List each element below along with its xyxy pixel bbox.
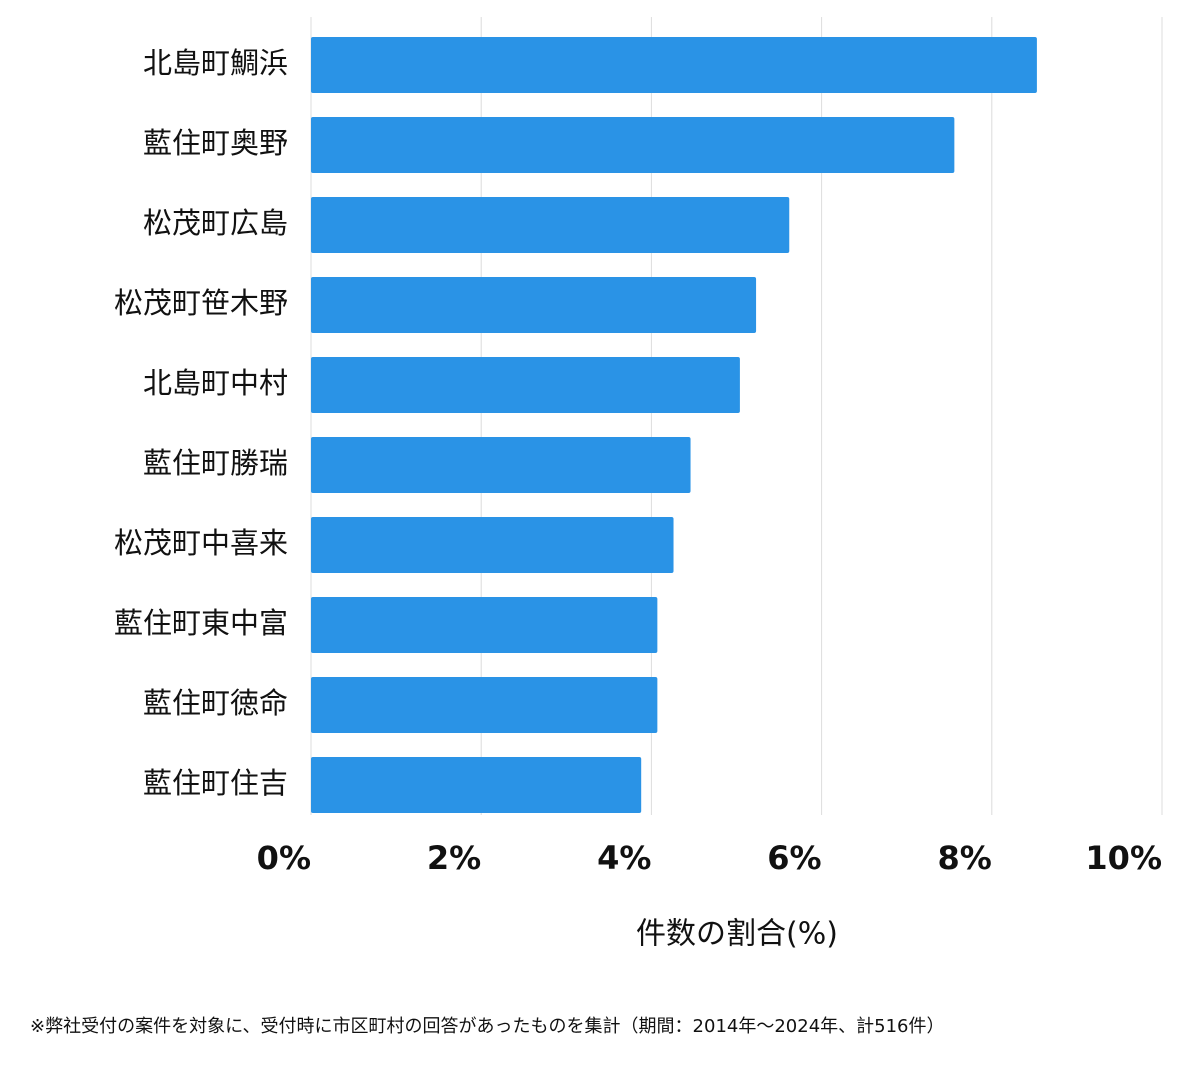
y-tick-label: 北島町中村 [143, 366, 288, 400]
y-tick-label: 藍住町徳命 [143, 686, 288, 720]
x-axis-label: 件数の割合(%) [636, 917, 838, 952]
bar [311, 517, 674, 573]
bar [311, 677, 658, 733]
footnote: ※弊社受付の案件を対象に、受付時に市区町村の回答があったものを集計（期間：201… [30, 1016, 945, 1037]
y-tick-label: 藍住町東中富 [114, 606, 288, 640]
x-tick-label: 4% [597, 839, 651, 877]
bar [311, 277, 757, 333]
y-tick-label: 藍住町勝瑞 [143, 446, 288, 480]
x-tick-label: 8% [937, 839, 991, 877]
bar [311, 37, 1037, 93]
bar [311, 117, 955, 173]
bar [311, 357, 740, 413]
y-tick-label: 藍住町奥野 [143, 126, 288, 160]
x-tick-label: 2% [427, 839, 481, 877]
bar [311, 757, 642, 813]
y-tick-label: 松茂町広島 [143, 206, 288, 240]
y-tick-label: 松茂町笹木野 [114, 286, 288, 320]
x-tick-label: 0% [257, 839, 311, 877]
y-tick-label: 北島町鯛浜 [143, 46, 288, 80]
bar [311, 197, 790, 253]
bar [311, 597, 658, 653]
y-tick-label: 松茂町中喜来 [114, 526, 288, 560]
bar [311, 437, 691, 493]
y-tick-label: 藍住町住吉 [143, 766, 288, 800]
x-tick-label: 6% [767, 839, 821, 877]
x-tick-label: 10% [1085, 839, 1162, 877]
